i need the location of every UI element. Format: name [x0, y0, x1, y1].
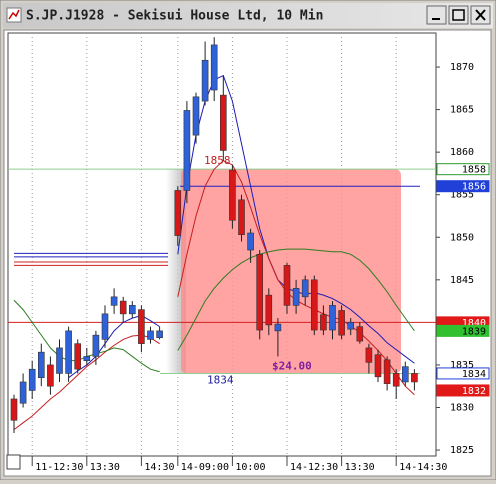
candle-body — [301, 279, 309, 298]
candle-body — [101, 313, 109, 340]
candle-body — [210, 44, 218, 91]
candle-body — [238, 199, 245, 236]
price-label: 1834 — [462, 369, 486, 380]
corner-box — [6, 454, 21, 470]
range-box — [181, 169, 401, 374]
candle-body — [65, 330, 72, 374]
candle-body — [129, 305, 136, 315]
y-tick-label: 1855 — [450, 190, 474, 201]
price-label-box — [436, 163, 490, 176]
price-label: 1856 — [462, 182, 486, 193]
candle-body — [174, 190, 182, 236]
candle-body — [401, 366, 409, 383]
minimize-button[interactable] — [426, 5, 447, 25]
candle-body — [247, 232, 254, 251]
candle-body — [283, 265, 291, 306]
candle-body — [47, 364, 54, 387]
candle-body — [19, 381, 27, 404]
range-value-label: $24.00 — [272, 359, 312, 372]
candle-body — [56, 347, 63, 374]
price-label-box — [436, 367, 490, 380]
y-tick-label: 1825 — [450, 445, 474, 456]
y-tick-label: 1850 — [450, 232, 474, 243]
y-tick-label: 1830 — [450, 402, 474, 413]
candle-body — [119, 300, 127, 315]
indicator-line — [177, 248, 415, 351]
price-label: 1840 — [462, 318, 486, 329]
candle-body — [347, 322, 355, 330]
candle-body — [10, 398, 18, 421]
price-label: 1839 — [462, 326, 486, 337]
x-tick-label: 14-12:30 — [290, 462, 338, 473]
candle-body — [329, 305, 336, 331]
x-tick-label: 13:30 — [90, 462, 120, 473]
candle-body — [220, 94, 227, 151]
x-tick-label: 10:00 — [235, 462, 265, 473]
candle-body — [229, 169, 236, 221]
maximize-icon — [452, 9, 465, 21]
candle-body — [265, 294, 273, 326]
candle-body — [183, 110, 191, 191]
title-bar — [3, 3, 493, 28]
candle-body — [320, 314, 327, 331]
candle-body — [338, 310, 345, 336]
candle-body — [356, 326, 364, 342]
candle-body — [392, 373, 400, 387]
candle-body — [292, 288, 300, 306]
y-tick-label: 1860 — [450, 147, 474, 158]
indicator-line — [13, 334, 160, 431]
x-tick-label: 11-12:30 — [35, 462, 83, 473]
candle-body — [274, 323, 282, 332]
candle-body — [147, 330, 154, 340]
price-label: 1832 — [462, 386, 486, 397]
range-top-label: 1858 — [204, 154, 231, 167]
candle-body — [28, 368, 36, 391]
candle-body — [411, 373, 418, 383]
icon-graph — [8, 9, 20, 20]
candle-body — [365, 347, 373, 363]
y-tick-label: 1870 — [450, 62, 474, 73]
y-tick-label: 1845 — [450, 275, 474, 286]
maximize-button[interactable] — [448, 5, 469, 25]
candle-body — [383, 359, 391, 384]
candle-body — [374, 354, 382, 378]
price-label: 1858 — [462, 165, 486, 176]
price-label-box — [436, 180, 490, 193]
candle-body — [110, 296, 118, 306]
candle-body — [37, 351, 45, 378]
x-tick-label: 13:30 — [345, 462, 375, 473]
candle-body — [192, 96, 200, 136]
candle-body — [256, 253, 264, 331]
x-tick-label: 14-09:00 — [181, 462, 229, 473]
range-bottom-label: 1834 — [207, 373, 234, 386]
candle-body — [74, 343, 81, 370]
price-label-box — [436, 324, 490, 337]
x-tick-label: 14-14:30 — [399, 462, 447, 473]
candle-body — [92, 334, 100, 357]
window-title: S.JP.J1928 - Sekisui House Ltd, 10 Min — [26, 9, 323, 24]
candle-body — [156, 330, 163, 338]
plot: 11-12:30 13:30 14:30 14-09:00 10:00 14-12:30 1… — [8, 33, 490, 473]
y-tick-label: 1835 — [450, 360, 474, 371]
candle-body — [83, 356, 91, 361]
candle-body — [201, 59, 209, 102]
close-icon — [475, 9, 486, 21]
candle-body — [310, 279, 318, 331]
x-tick-label: 14:30 — [144, 462, 174, 473]
price-label-box — [436, 384, 490, 397]
y-tick-label: 1865 — [450, 105, 474, 116]
window-buttons[interactable] — [426, 5, 491, 25]
candle-body — [138, 309, 145, 344]
